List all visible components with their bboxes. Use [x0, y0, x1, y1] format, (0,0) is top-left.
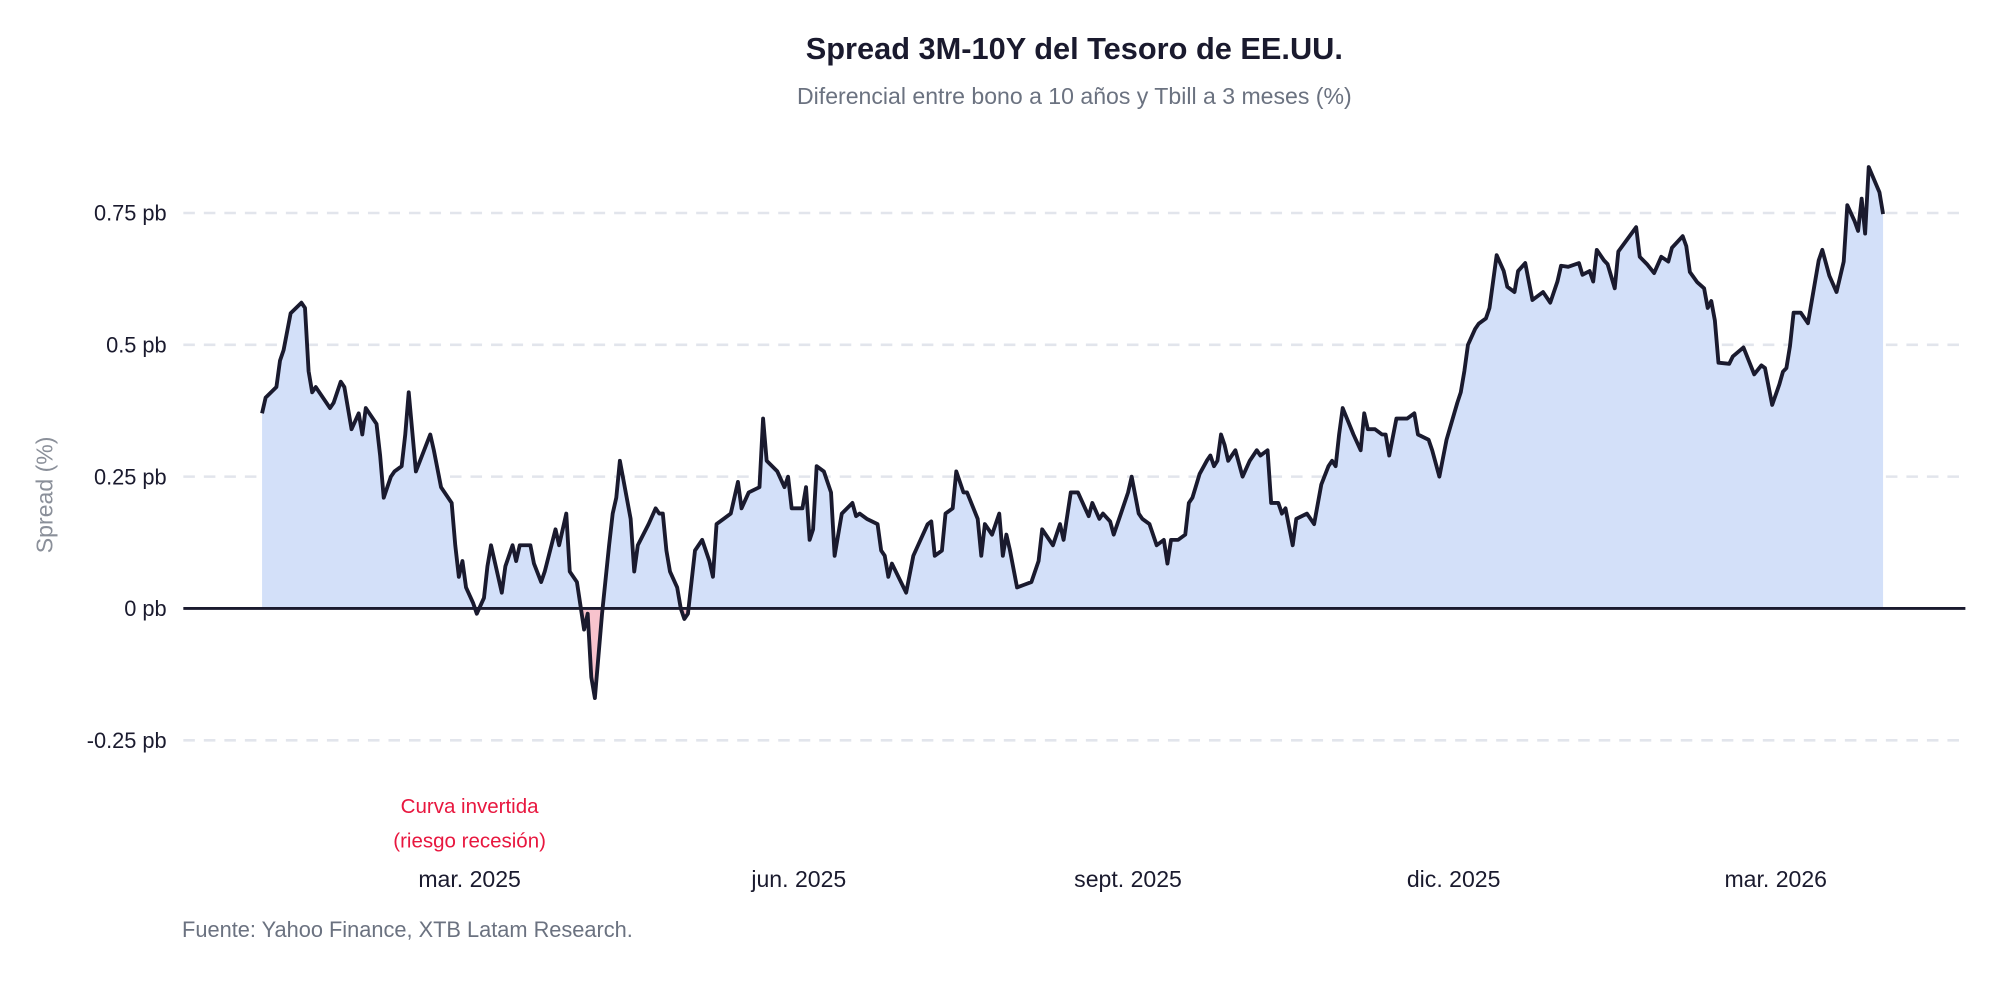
chart-subtitle: Diferencial entre bono a 10 años y Tbill…	[797, 83, 1352, 109]
x-tick-label: dic. 2025	[1407, 866, 1501, 892]
annotation-line-2: (riesgo recesión)	[393, 829, 546, 852]
y-tick-label: -0.25 pb	[87, 728, 167, 753]
y-tick-label: 0.5 pb	[106, 333, 167, 358]
y-tick-label: 0.25 pb	[94, 464, 167, 489]
source-note: Fuente: Yahoo Finance, XTB Latam Researc…	[182, 917, 633, 942]
annotation-line-1: Curva invertida	[401, 795, 539, 818]
spread-line	[260, 165, 1885, 700]
x-axis-ticks: mar. 2025 jun. 2025 sept. 2025 dic. 2025 mar…	[418, 866, 1827, 892]
y-tick-label: 0.75 pb	[94, 201, 167, 226]
y-axis-ticks: 0.75 pb 0.5 pb 0.25 pb 0 pb -0.25 pb	[87, 201, 167, 753]
chart-title: Spread 3M-10Y del Tesoro de EE.UU.	[806, 31, 1343, 66]
x-tick-label: mar. 2025	[418, 866, 521, 892]
y-tick-label: 0 pb	[124, 596, 166, 621]
x-tick-label: sept. 2025	[1074, 866, 1182, 892]
area-fill-positive	[262, 167, 1884, 609]
y-axis-label: Spread (%)	[32, 437, 58, 554]
x-tick-label: jun. 2025	[750, 866, 846, 892]
x-tick-label: mar. 2026	[1724, 866, 1827, 892]
